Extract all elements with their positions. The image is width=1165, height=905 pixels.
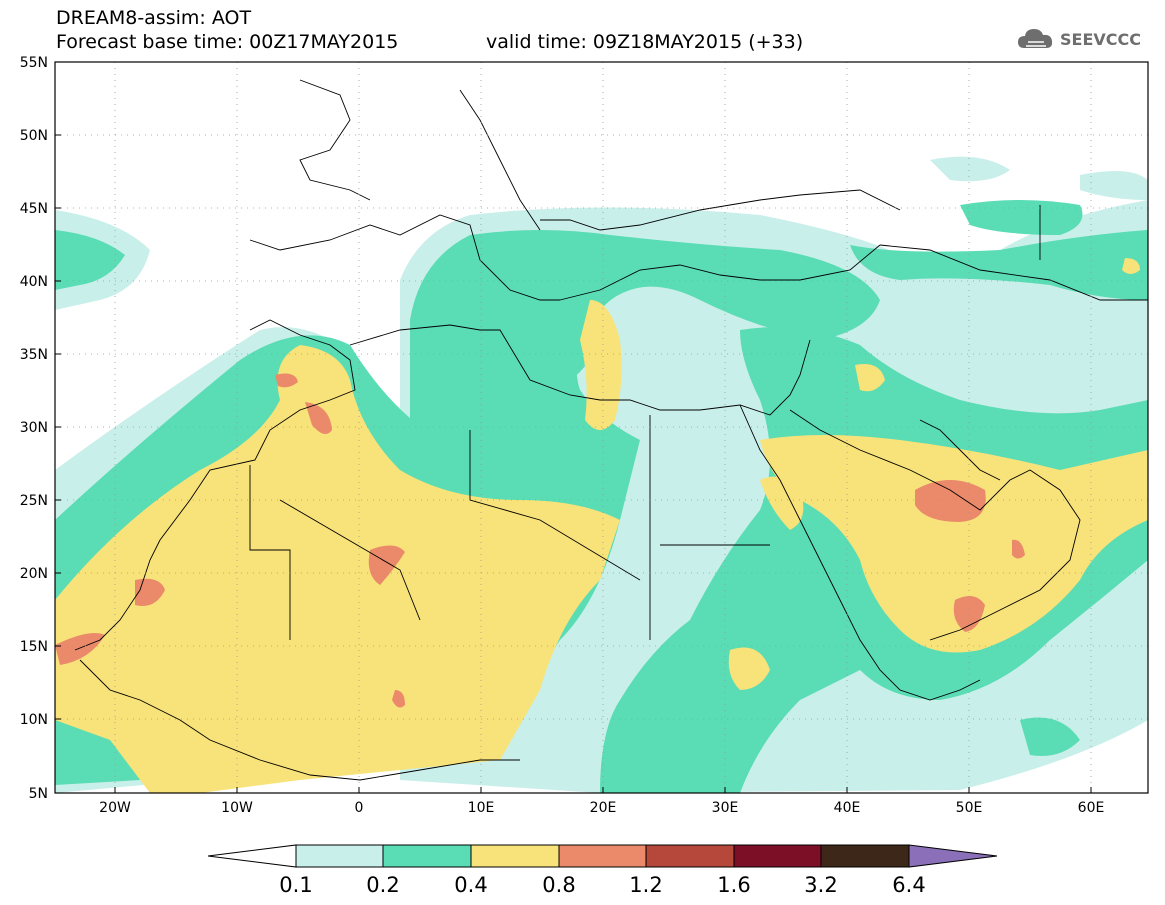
lon-label: 50E <box>956 800 983 816</box>
colorbar-swatch <box>207 844 297 868</box>
aot-level-0-8 <box>55 373 1025 708</box>
lat-label: 5N <box>29 786 48 802</box>
base-time-text: Forecast base time: 00Z17MAY2015 <box>56 31 399 53</box>
colorbar-swatch <box>645 844 735 868</box>
lon-label: 30E <box>712 800 739 816</box>
colorbar-swatch <box>733 844 822 868</box>
coastlines <box>74 79 1148 781</box>
lon-label: 10W <box>221 800 253 816</box>
latitude-labels: 55N 50N 45N 40N 35N 30N 25N 20N 15N 10N … <box>20 55 48 802</box>
lat-label: 30N <box>20 420 48 436</box>
lat-label: 55N <box>20 55 48 71</box>
lat-label: 10N <box>20 712 48 728</box>
lat-label: 15N <box>20 639 48 655</box>
lon-label: 20W <box>99 800 131 816</box>
aot-field <box>55 62 1148 793</box>
axis-ticks <box>55 61 1092 794</box>
lon-label: 40E <box>834 800 861 816</box>
lat-label: 40N <box>20 274 48 290</box>
colorbar-swatch <box>470 844 560 868</box>
colorbar-label: 0.8 <box>542 873 576 897</box>
cloud-logo-icon <box>1018 29 1053 48</box>
colorbar-label: 1.6 <box>717 873 751 897</box>
colorbar-swatch <box>382 844 472 868</box>
colorbar <box>207 844 998 868</box>
lat-label: 25N <box>20 493 48 509</box>
colorbar-label: 6.4 <box>892 873 926 897</box>
lon-label: 10E <box>468 800 495 816</box>
graticule <box>55 62 1148 793</box>
lat-label: 35N <box>20 347 48 363</box>
lat-label: 20N <box>20 566 48 582</box>
lon-label: 60E <box>1078 800 1105 816</box>
colorbar-label: 0.1 <box>279 873 313 897</box>
colorbar-label: 3.2 <box>804 873 838 897</box>
aot-level-0-4 <box>55 258 1148 793</box>
brand-logo: SEEVCCC <box>1016 26 1141 52</box>
colorbar-swatch <box>295 844 384 868</box>
lat-label: 45N <box>20 201 48 217</box>
colorbar-label: 0.4 <box>454 873 488 897</box>
forecast-base-time: Forecast base time: 00Z17MAY2015 valid ti… <box>56 31 803 53</box>
longitude-labels: 20W 10W 0 10E 20E 30E 40E 50E 60E <box>99 800 1104 816</box>
map-title: DREAM8-assim: AOT <box>56 7 252 29</box>
colorbar-label: 1.2 <box>629 873 663 897</box>
colorbar-label: 0.2 <box>366 873 400 897</box>
lat-label: 50N <box>20 128 48 144</box>
lon-label: 20E <box>590 800 617 816</box>
brand-name: SEEVCCC <box>1060 29 1141 49</box>
colorbar-swatch <box>908 844 998 868</box>
valid-time-text: valid time: 09Z18MAY2015 (+33) <box>486 31 804 53</box>
lon-label: 0 <box>355 800 364 816</box>
colorbar-swatch <box>558 844 647 868</box>
colorbar-swatch <box>820 844 910 868</box>
